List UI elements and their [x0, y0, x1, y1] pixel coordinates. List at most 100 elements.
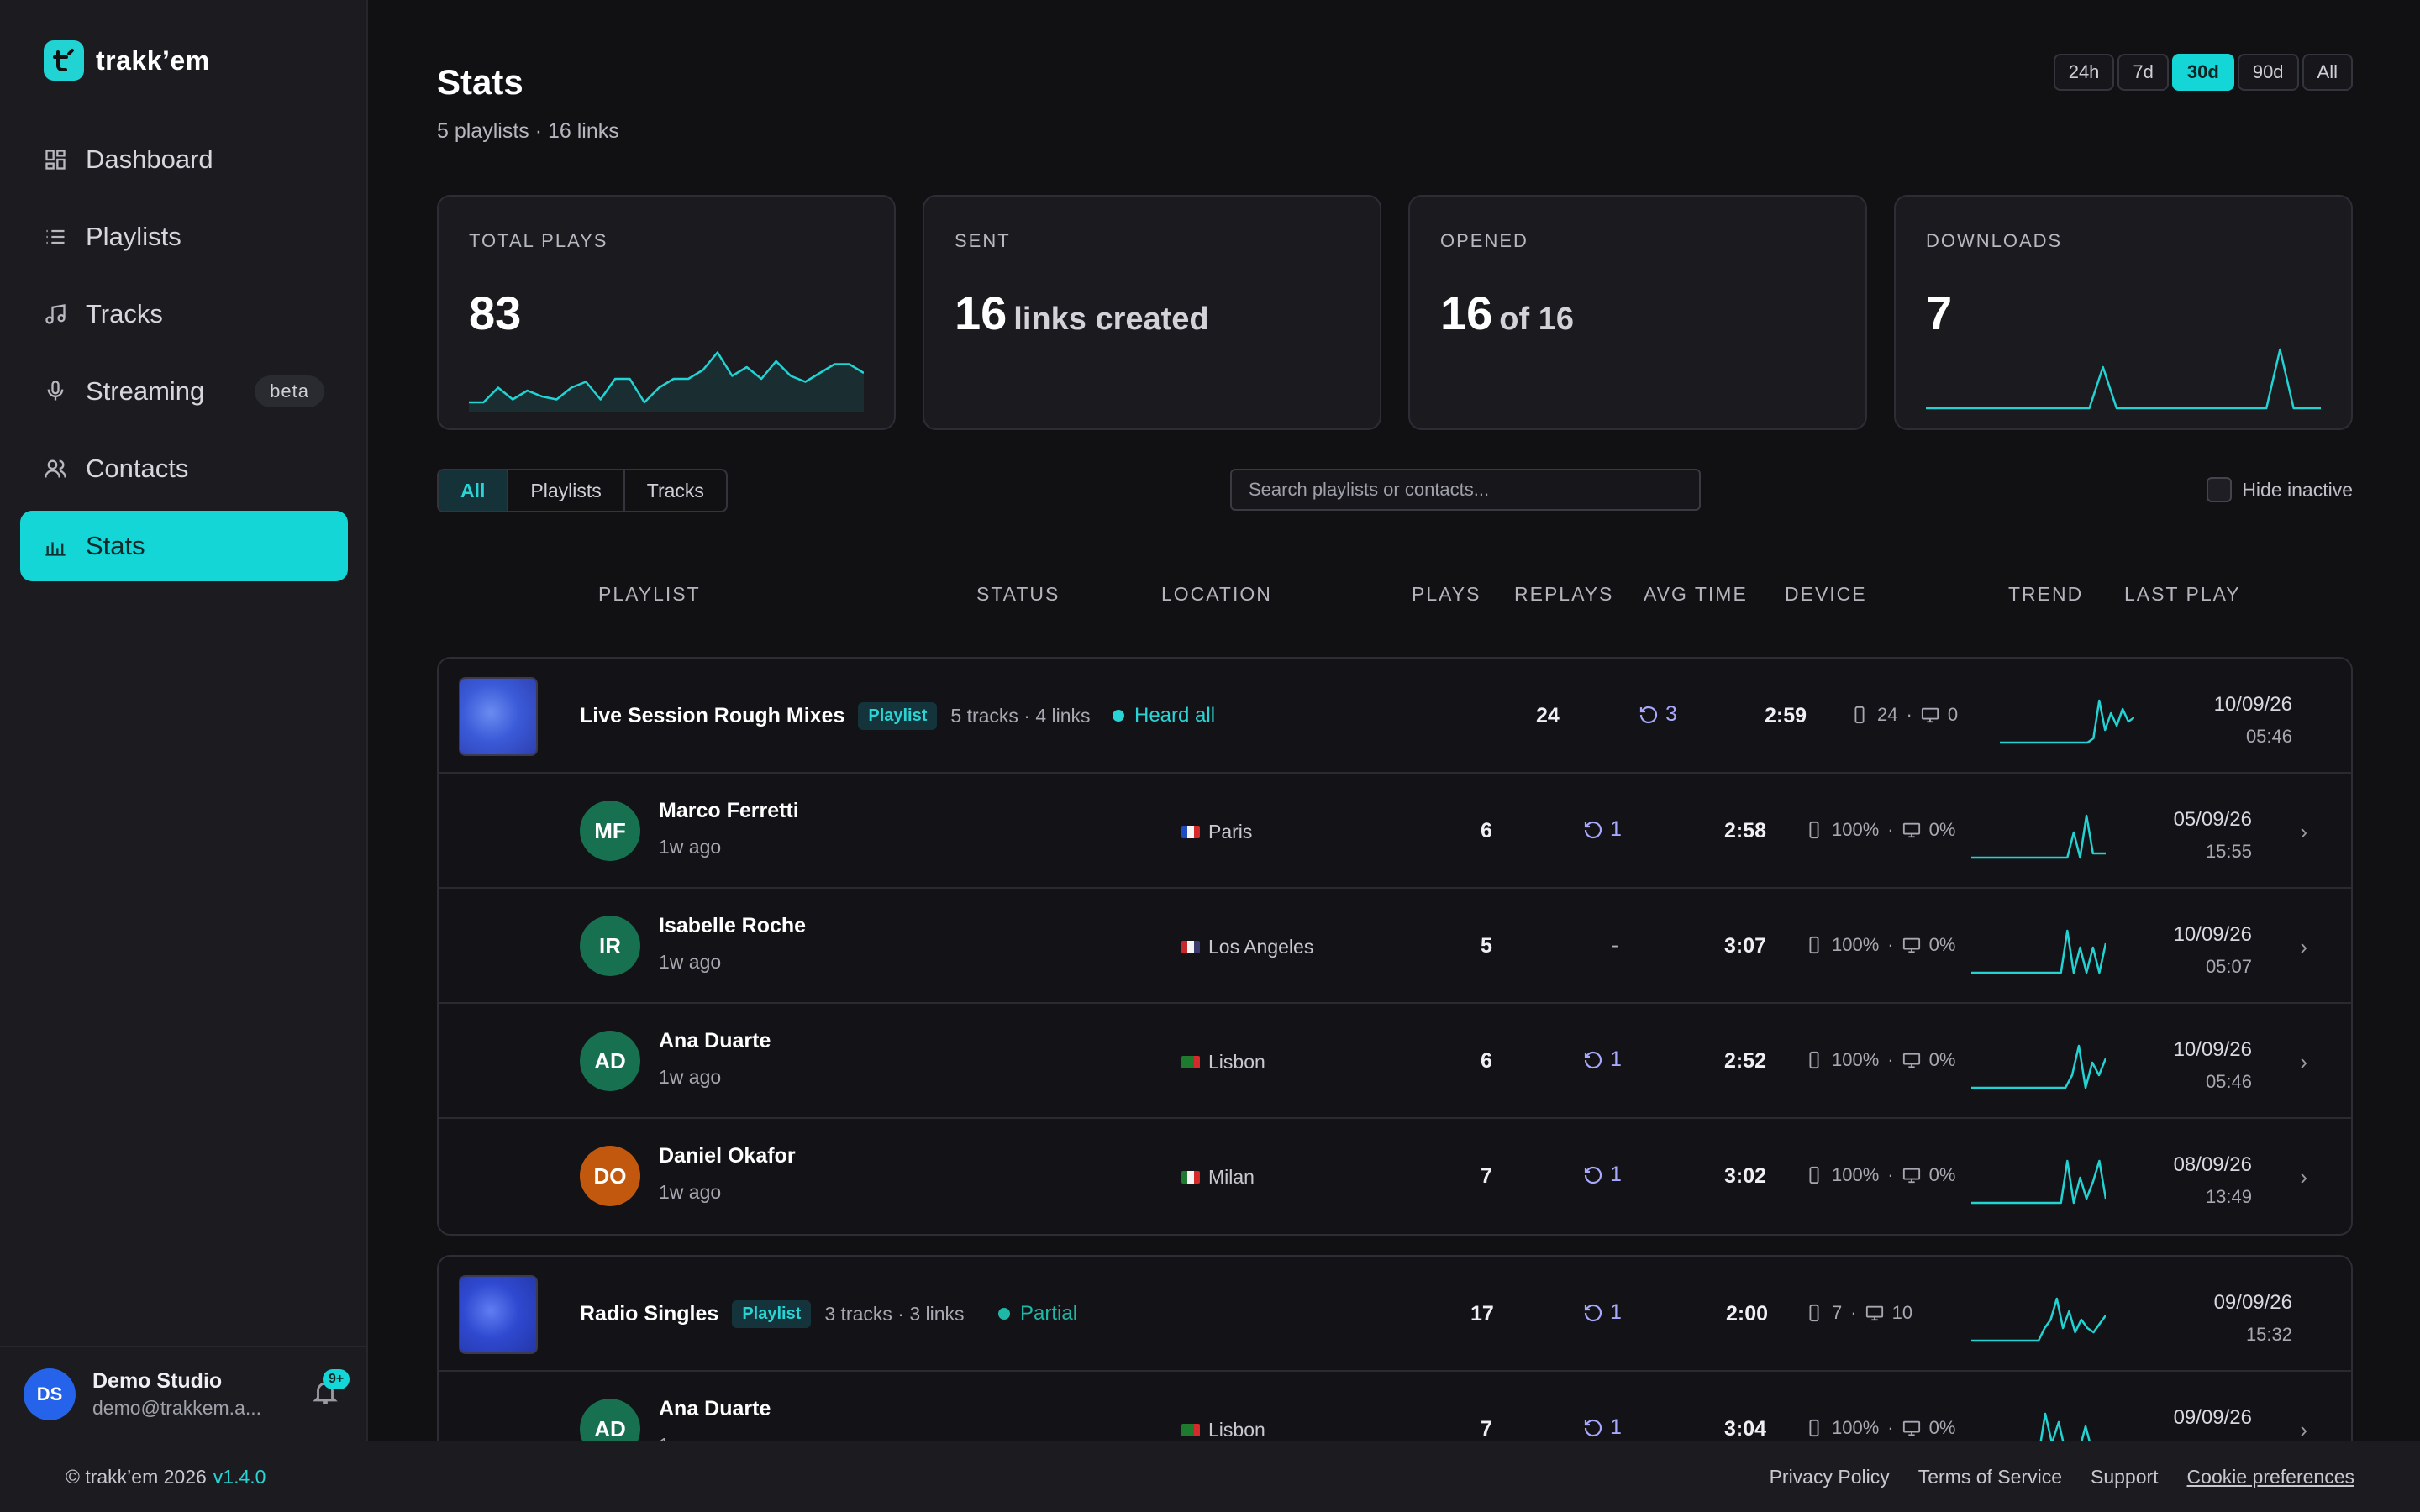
contact-row[interactable]: IR Isabelle Roche 1w ago Los Angeles 5 -…	[439, 889, 2351, 1004]
filter-tab-playlists[interactable]: Playlists	[508, 470, 625, 511]
city: Los Angeles	[1208, 936, 1314, 958]
last-play-date: 09/09/26	[2213, 1291, 2292, 1314]
replays-value: 1	[1583, 1047, 1622, 1072]
avg-time-value: 2:58	[1724, 819, 1767, 843]
contact-row[interactable]: MF Marco Ferretti 1w ago Paris 6 1 2:58 …	[439, 774, 2351, 889]
list-icon	[46, 229, 65, 244]
range-24h-button[interactable]: 24h	[2053, 54, 2115, 91]
sparkline-line	[1971, 1044, 2106, 1089]
sent-suffix: links created	[1013, 302, 1209, 337]
range-all-button[interactable]: All	[2302, 54, 2353, 91]
avatar: IR	[580, 916, 640, 976]
chevron-right-icon[interactable]: ›	[2300, 819, 2307, 844]
page-subtitle: 5 playlists · 16 links	[437, 119, 619, 143]
replays-count: 1	[1610, 1163, 1622, 1186]
trend-sparkline	[1971, 1297, 2106, 1342]
col-trend[interactable]: TREND	[2008, 583, 2084, 605]
card-total-plays: TOTAL PLAYS 83	[437, 195, 896, 430]
trend-sparkline	[1971, 1159, 2106, 1205]
last-play: 05/09/26 15:55	[2174, 804, 2252, 868]
replay-icon	[1584, 821, 1602, 838]
device-split: 100% · 0%	[1805, 1164, 1973, 1186]
country-flag-icon	[1181, 826, 1200, 838]
time-range-selector: 24h 7d 30d 90d All	[2053, 54, 2353, 91]
opened-value: 16	[1440, 286, 1493, 339]
separator: ·	[1850, 1302, 1857, 1323]
chevron-right-icon[interactable]: ›	[2300, 1417, 2307, 1442]
contact-row[interactable]: DO Daniel Okafor 1w ago Milan 7 1 3:02 1…	[439, 1119, 2351, 1234]
sidebar-item-dashboard[interactable]: Dashboard	[20, 124, 348, 195]
card-label: DOWNLOADS	[1926, 230, 2063, 251]
playlist-name: Radio Singles	[580, 1302, 719, 1326]
playlist-meta: 3 tracks · 3 links	[824, 1303, 965, 1325]
desktop-icon	[1902, 822, 1920, 838]
user-account[interactable]: DS Demo Studio demo@trakkem.a... 9+	[0, 1346, 366, 1441]
sidebar-item-label: Playlists	[86, 222, 182, 251]
col-last-play[interactable]: LAST PLAY	[2124, 583, 2241, 605]
brand[interactable]: trakk’em	[44, 40, 210, 81]
sidebar-item-stats[interactable]: Stats	[20, 511, 348, 581]
col-plays[interactable]: PLAYS	[1412, 583, 1481, 605]
col-avg-time[interactable]: AVG TIME	[1644, 583, 1748, 605]
range-90d-button[interactable]: 90d	[2237, 54, 2299, 91]
terms-of-service-link[interactable]: Terms of Service	[1918, 1465, 2062, 1488]
filter-tab-all[interactable]: All	[439, 470, 509, 511]
playlist-meta: 5 tracks · 4 links	[950, 705, 1091, 727]
mobile-count: 24	[1877, 704, 1898, 725]
avg-time-value: 3:02	[1724, 1164, 1767, 1188]
hide-inactive-toggle[interactable]: Hide inactive	[2207, 477, 2353, 502]
range-7d-button[interactable]: 7d	[2118, 54, 2169, 91]
bar-chart-icon	[45, 542, 66, 556]
playlist-row[interactable]: Live Session Rough Mixes Playlist 5 trac…	[439, 659, 2351, 774]
card-value: 16 of 16	[1440, 286, 1574, 340]
playlist-row[interactable]: Radio Singles Playlist 3 tracks · 3 link…	[439, 1257, 2351, 1372]
sidebar-item-contacts[interactable]: Contacts	[20, 433, 348, 504]
playlist-tag: Playlist	[858, 702, 938, 730]
contact-name: Daniel Okafor	[659, 1144, 796, 1168]
avg-time-value: 2:59	[1765, 704, 1807, 727]
hide-inactive-checkbox[interactable]	[2207, 477, 2233, 502]
filter-tab-tracks[interactable]: Tracks	[646, 479, 704, 501]
mobile-icon	[1809, 936, 1819, 954]
cookie-preferences-link[interactable]: Cookie preferences	[2186, 1465, 2354, 1488]
users-icon	[45, 459, 66, 478]
playlist-artwork	[459, 677, 538, 756]
range-30d-button[interactable]: 30d	[2171, 54, 2234, 91]
microphone-icon	[47, 381, 64, 401]
notifications-button[interactable]: 9+	[311, 1369, 350, 1411]
last-play-date: 08/09/26	[2173, 1153, 2252, 1176]
plays-value: 5	[1481, 934, 1492, 958]
contact-last-seen: 1w ago	[659, 951, 722, 973]
separator: ·	[1887, 1164, 1894, 1185]
chevron-right-icon[interactable]: ›	[2300, 1049, 2307, 1074]
sidebar-item-tracks[interactable]: Tracks	[20, 279, 348, 349]
plays-value: 6	[1481, 1049, 1492, 1073]
support-link[interactable]: Support	[2090, 1465, 2159, 1488]
col-replays[interactable]: REPLAYS	[1514, 583, 1614, 605]
sidebar-item-streaming[interactable]: Streaming beta	[20, 356, 348, 427]
replay-icon	[1639, 706, 1658, 723]
last-play-time: 15:55	[2205, 841, 2252, 862]
playlist-artwork	[459, 1275, 538, 1354]
trend-sparkline	[2000, 699, 2134, 744]
col-status[interactable]: STATUS	[976, 583, 1060, 605]
chevron-right-icon[interactable]: ›	[2300, 1164, 2307, 1189]
desktop-icon	[1902, 1420, 1920, 1436]
search-input[interactable]	[1230, 469, 1701, 511]
sidebar-item-playlists[interactable]: Playlists	[20, 202, 348, 272]
card-value: 7	[1926, 286, 1952, 340]
last-play: 10/09/26 05:07	[2174, 919, 2252, 983]
replay-icon	[1584, 1051, 1602, 1068]
sidebar-nav: Dashboard Playlists Tracks Streaming beta…	[20, 124, 348, 588]
total-plays-value: 83	[469, 286, 522, 339]
city: Milan	[1208, 1166, 1255, 1188]
col-device[interactable]: DEVICE	[1785, 583, 1867, 605]
desktop-icon	[1902, 1168, 1920, 1184]
privacy-policy-link[interactable]: Privacy Policy	[1769, 1465, 1890, 1488]
col-location[interactable]: LOCATION	[1161, 583, 1272, 605]
avg-time-value: 3:07	[1724, 934, 1767, 958]
col-playlist[interactable]: PLAYLIST	[598, 583, 701, 605]
contact-row[interactable]: AD Ana Duarte 1w ago Lisbon 6 1 2:52 100…	[439, 1004, 2351, 1119]
chevron-right-icon[interactable]: ›	[2300, 934, 2307, 959]
sparkline-line	[1971, 1297, 2106, 1342]
